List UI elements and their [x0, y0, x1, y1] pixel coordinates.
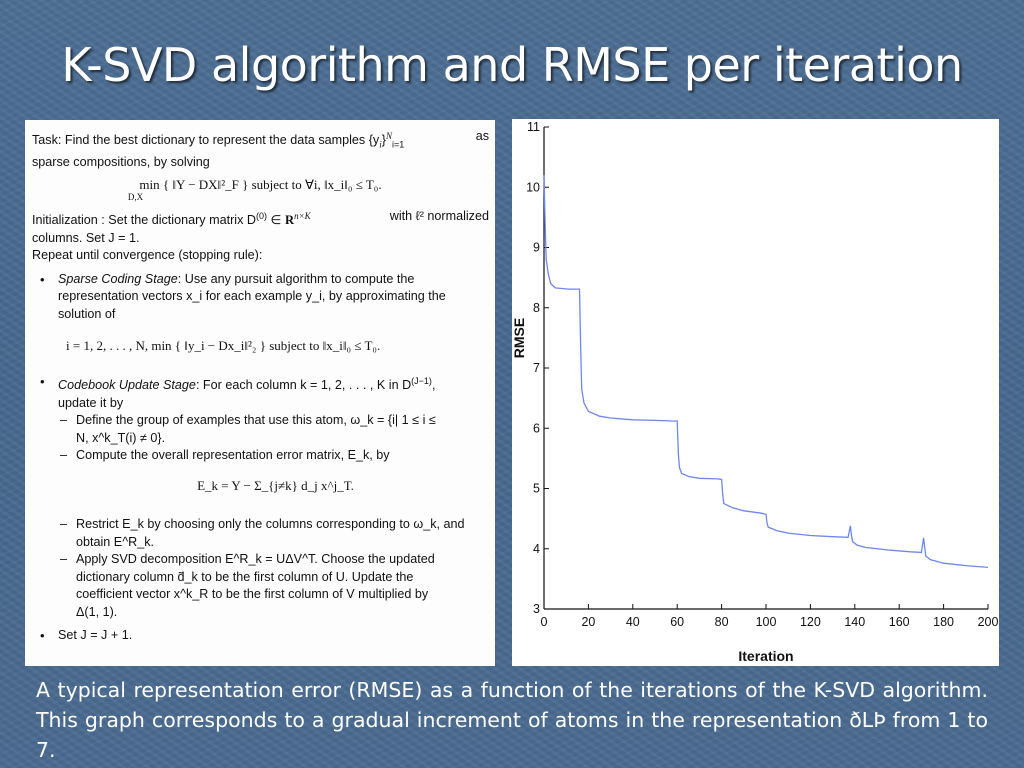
init-line-2: columns. Set J = 1.: [32, 230, 140, 245]
error-formula: E_k = Y − Σ_{j≠k} d_j x^j_T.: [197, 477, 354, 493]
svd-text-3: coefficient vector x^k_R to be the first…: [76, 587, 429, 602]
x-tick-label: 100: [756, 615, 777, 629]
y-tick-label: 5: [533, 482, 540, 496]
x-tick-label: 120: [800, 615, 821, 629]
svd-text-2: dictionary column d̃_k to be the first c…: [76, 569, 414, 584]
compute-error-item: Compute the overall representation error…: [32, 447, 489, 465]
init-line-1: Initialization : Set the dictionary matr…: [32, 208, 489, 230]
rmse-chart: 0 20 40 60 80 100 120 140 160 180 200 3 4 5 6 7 8 9 10 11 It…: [512, 119, 999, 666]
svd-item: Apply SVD decomposition E^R_k = UΔV^T. C…: [32, 551, 489, 621]
x-tick-label: 20: [581, 615, 595, 629]
sparse-coding-text-1: : Use any pursuit algorithm to compute t…: [177, 271, 415, 286]
define-text-2: N, x^k_T(i) ≠ 0}.: [76, 430, 166, 445]
codebook-heading: Codebook Update Stage: [58, 378, 196, 393]
task-formula-subscript: D,X: [127, 192, 144, 203]
x-tick-label: 80: [715, 615, 729, 629]
y-tick-label: 10: [526, 180, 540, 194]
compute-text: Compute the overall representation error…: [76, 448, 390, 463]
y-tick-label: 3: [533, 602, 540, 616]
x-tick-label: 140: [844, 615, 865, 629]
codebook-text-2: update it by: [58, 395, 124, 410]
y-tick-label: 4: [533, 542, 540, 556]
algorithm-panel: Task: Find the best dictionary to repres…: [25, 120, 495, 666]
x-tick-label: 60: [670, 615, 684, 629]
restrict-item: Restrict E_k by choosing only the column…: [32, 516, 489, 551]
task-formula: min { ‖Y − DX‖²_F } subject to ∀i, ‖x_i‖…: [32, 176, 489, 203]
task-text-end: as: [475, 129, 489, 143]
sparse-coding-text-2: representation vectors x_i for each exam…: [58, 289, 446, 304]
set-j-item: Set J = J + 1.: [32, 627, 489, 645]
init-text-end: with ℓ² normalized: [389, 209, 489, 224]
svd-text-1: Apply SVD decomposition E^R_k = UΔV^T. C…: [76, 552, 435, 567]
y-axis-title: RMSE: [512, 318, 527, 358]
sparse-coding-formula: i = 1, 2, . . . , N, min { ‖y_i − Dx_i‖²…: [66, 338, 381, 354]
task-text: Task: Find the best dictionary to repres…: [32, 133, 380, 148]
slide-title: K-SVD algorithm and RMSE per iteration: [61, 38, 963, 92]
restrict-text-1: Restrict E_k by choosing only the column…: [76, 517, 465, 532]
task-formula-text: min { ‖Y − DX‖²_F } subject to ∀i, ‖x_i‖…: [139, 176, 382, 192]
x-tick-label: 0: [541, 615, 548, 629]
svd-text-4: Δ(1, 1).: [76, 604, 118, 619]
x-axis-title: Iteration: [738, 648, 793, 664]
figure-caption: A typical representation error (RMSE) as…: [36, 678, 988, 762]
y-tick-label: 9: [533, 241, 540, 255]
y-tick-label: 6: [533, 421, 540, 435]
y-tick-label: 11: [527, 120, 540, 134]
set-j-text: Set J = J + 1.: [58, 628, 133, 643]
x-tick-label: 40: [626, 615, 640, 629]
restrict-text-2: obtain E^R_k.: [76, 534, 155, 549]
y-tick-label: 7: [533, 361, 540, 375]
define-text-1: Define the group of examples that use th…: [76, 413, 436, 428]
sparse-coding-item: Sparse Coding Stage: Use any pursuit alg…: [32, 271, 489, 324]
x-tick-label: 200: [978, 615, 999, 629]
task-line-1: Task: Find the best dictionary to repres…: [32, 128, 489, 154]
codebook-update-item: Codebook Update Stage: For each column k…: [32, 373, 489, 412]
init-text: Initialization : Set the dictionary matr…: [32, 213, 256, 228]
rmse-series-line: [543, 175, 989, 569]
codebook-text-1: : For each column k = 1, 2, . . . , K in…: [195, 378, 412, 393]
define-group-item: Define the group of examples that use th…: [32, 412, 489, 447]
task-line-2: sparse compositions, by solving: [32, 155, 210, 170]
repeat-line: Repeat until convergence (stopping rule)…: [32, 248, 263, 263]
rmse-chart-svg: 0 20 40 60 80 100 120 140 160 180 200 3 4 5 6 7 8 9 10 11 It…: [512, 120, 999, 664]
y-tick-label: 8: [533, 301, 540, 315]
x-tick-label: 160: [889, 615, 910, 629]
sparse-coding-heading: Sparse Coding Stage: [58, 271, 178, 286]
sparse-coding-text-3: solution of: [58, 306, 116, 321]
x-tick-label: 180: [933, 615, 954, 629]
